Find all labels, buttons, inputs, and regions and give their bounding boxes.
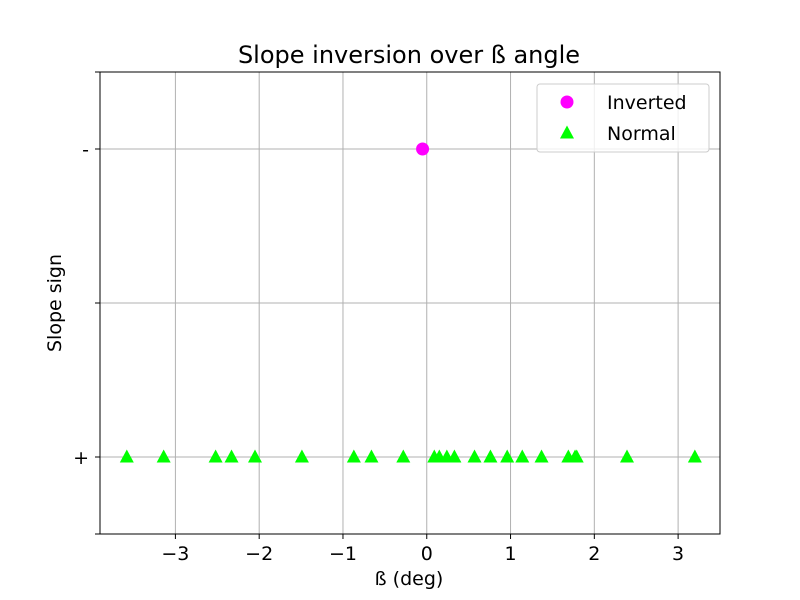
normal-point — [447, 449, 462, 463]
normal-point — [687, 449, 702, 463]
normal-point — [467, 449, 482, 463]
legend-box — [536, 83, 710, 153]
x-tick-label: 3 — [672, 543, 684, 565]
axes: −3 −2 −1 0 1 2 3 + - — [73, 71, 721, 565]
x-tick-label: 2 — [588, 543, 600, 565]
x-tick-label: −3 — [161, 543, 189, 565]
normal-point — [500, 449, 515, 463]
normal-point — [569, 449, 584, 463]
normal-point — [396, 449, 411, 463]
legend-normal-marker — [560, 125, 574, 139]
legend-inverted-marker — [560, 95, 574, 109]
inverted-point — [416, 142, 430, 156]
normal-point — [620, 449, 634, 463]
normal-point — [534, 449, 549, 463]
normal-point — [248, 449, 262, 463]
y-tick-label: + — [73, 447, 89, 469]
normal-point — [515, 449, 530, 463]
x-tick-label: −1 — [329, 543, 357, 565]
x-axis-label: ß (deg) — [375, 568, 444, 590]
plot-frame — [99, 71, 721, 535]
chart-title: Slope inversion over ß angle — [238, 41, 580, 69]
x-tick-label: 1 — [504, 543, 516, 565]
legend: Inverted Normal — [536, 83, 710, 153]
y-axis-label: Slope sign — [44, 254, 66, 352]
normal-point — [119, 449, 134, 463]
legend-normal-label: Normal — [607, 123, 676, 145]
normal-point — [156, 449, 171, 463]
normal-point — [208, 449, 223, 463]
data-points — [119, 142, 702, 463]
y-tick-label: - — [82, 139, 89, 161]
normal-point — [294, 449, 309, 463]
normal-point — [483, 449, 498, 463]
normal-point — [224, 449, 239, 463]
legend-inverted-label: Inverted — [607, 92, 687, 114]
normal-point — [346, 449, 361, 463]
x-tick-label: −2 — [245, 543, 273, 565]
normal-point — [364, 449, 379, 463]
x-tick-label: 0 — [421, 543, 433, 565]
